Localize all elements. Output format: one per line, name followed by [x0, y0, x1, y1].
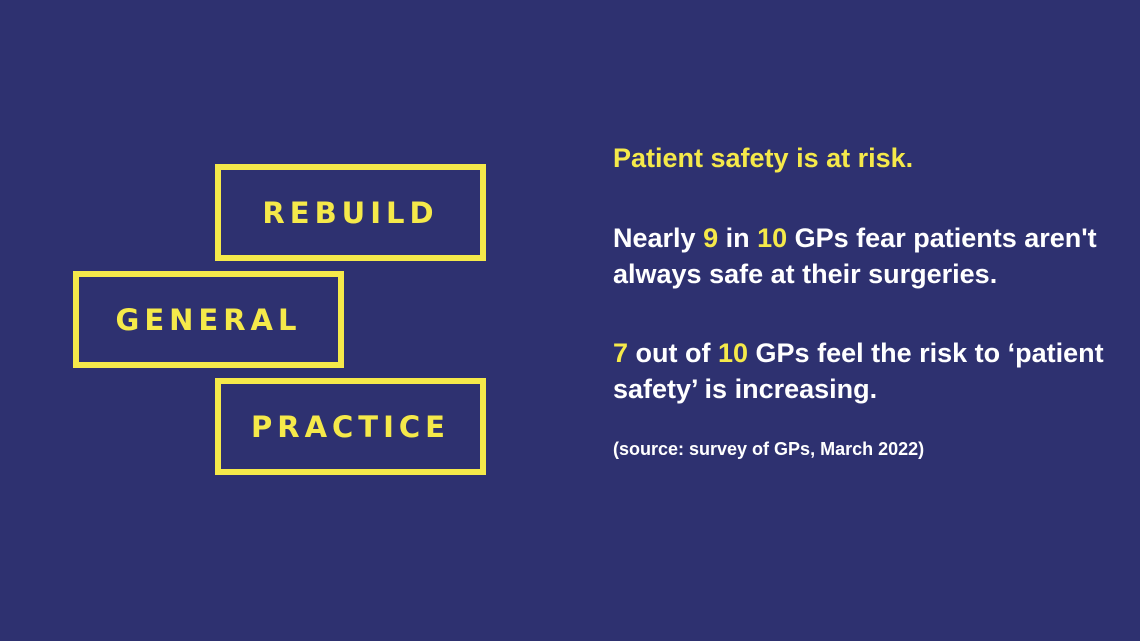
stat2-rest: feel the risk to ‘patient safety’ is inc…: [613, 338, 1104, 404]
logo-box-general: GENERAL: [73, 271, 344, 368]
stat1-mid: in: [718, 223, 758, 253]
stat-seven-out-of-ten: 7 out of 10 GPs feel the risk to ‘patien…: [613, 335, 1123, 407]
logo-word-rebuild: REBUILD: [262, 195, 439, 230]
text-column: Patient safety is at risk. Nearly 9 in 1…: [613, 140, 1123, 461]
stat1-prefix: Nearly: [613, 223, 704, 253]
stat2-mid: out of: [628, 338, 718, 368]
logo-box-rebuild: REBUILD: [215, 164, 486, 261]
stat1-rest: fear patients aren't always safe at thei…: [613, 223, 1097, 289]
stat2-gps: GPs: [748, 338, 810, 368]
stat-nine-in-ten: Nearly 9 in 10 GPs fear patients aren't …: [613, 220, 1123, 292]
logo-word-practice: PRACTICE: [251, 409, 450, 444]
logo-box-practice: PRACTICE: [215, 378, 486, 475]
source-note: (source: survey of GPs, March 2022): [613, 439, 925, 459]
stat1-number-10: 10: [757, 223, 788, 253]
headline: Patient safety is at risk.: [613, 143, 914, 173]
stat1-number-9: 9: [703, 223, 719, 253]
logo-word-general: GENERAL: [115, 302, 302, 337]
stat1-gps: GPs: [787, 223, 849, 253]
stat2-number-7: 7: [613, 338, 629, 368]
stat2-number-10: 10: [718, 338, 749, 368]
